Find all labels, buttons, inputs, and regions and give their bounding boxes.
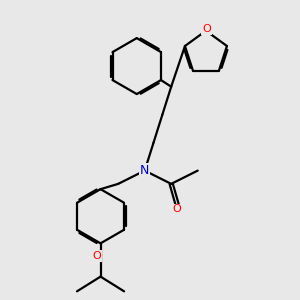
Text: O: O: [202, 24, 211, 34]
Text: O: O: [173, 205, 182, 214]
Text: O: O: [93, 251, 101, 261]
Text: N: N: [140, 164, 149, 177]
